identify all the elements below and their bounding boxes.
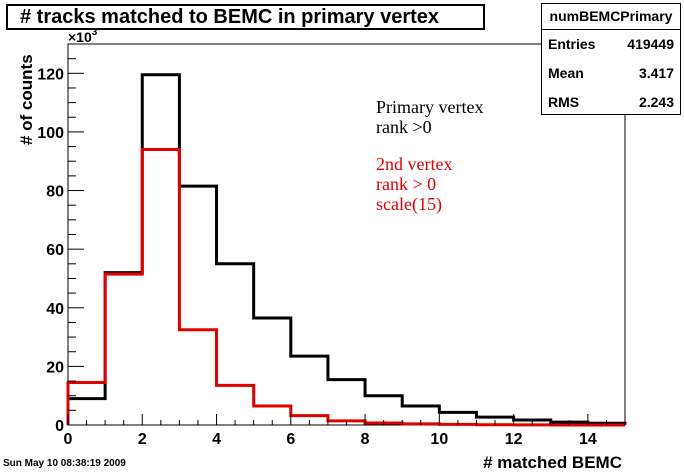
stats-value: 2.243 [638,94,674,110]
x-tick-label: 12 [505,431,523,448]
footer-date: Sun May 10 08:38:19 2009 [3,458,126,469]
y-tick-label: 20 [46,359,64,376]
y-tick-label: 40 [46,301,64,318]
x-axis-title: # matched BEMC [483,453,622,472]
histogram-series-0 [66,73,627,425]
y-tick-label: 80 [46,184,64,201]
x-tick-label: 8 [361,431,370,448]
chart-title-text: # tracks matched to BEMC in primary vert… [20,6,440,28]
annotation-line: scale(15) [376,194,442,215]
x-tick-label: 6 [286,431,295,448]
annotation-line: rank > 0 [376,174,436,194]
annotation-line: rank >0 [376,117,432,137]
chart-title: # tracks matched to BEMC in primary vert… [6,4,485,30]
y-axis-title: # of counts [17,54,36,145]
x-tick-label: 2 [138,431,147,448]
y-tick-label: 100 [37,125,64,142]
x-tick-label: 10 [430,431,448,448]
stats-name: numBEMCPrimary [542,4,680,30]
x-tick-label: 14 [579,431,597,448]
stats-value: 3.417 [638,65,674,81]
y-tick-label: 0 [55,418,64,435]
annotation-1: 2nd vertex rank > 0 scale(15) [376,154,452,215]
annotation-line: 2nd vertex [376,154,452,174]
x-tick-label: 4 [212,431,221,448]
stats-key: RMS [548,94,580,110]
stats-row-mean: Mean 3.417 [542,59,680,88]
annotation-0: Primary vertex rank >0 [376,97,483,137]
stats-row-rms: RMS 2.243 [542,88,680,117]
stats-key: Mean [548,65,584,81]
y-tick-label: 120 [37,66,64,83]
y-tick-label: 60 [46,242,64,259]
stats-row-entries: Entries 419449 [542,30,680,59]
x-tick-label: 0 [64,431,73,448]
stats-key: Entries [548,36,596,52]
plot-frame [67,43,626,426]
axis-layer: 0 2 4 6 8 10 12 14 0 20 40 60 80 100 120 [37,43,626,448]
y-multiplier-exponent: 3 [92,27,98,38]
y-multiplier-label: ×103 [68,27,98,45]
annotation-line: Primary vertex [376,97,483,117]
stats-box: numBEMCPrimary Entries 419449 Mean 3.417… [541,3,681,115]
stats-value: 419449 [627,36,674,52]
